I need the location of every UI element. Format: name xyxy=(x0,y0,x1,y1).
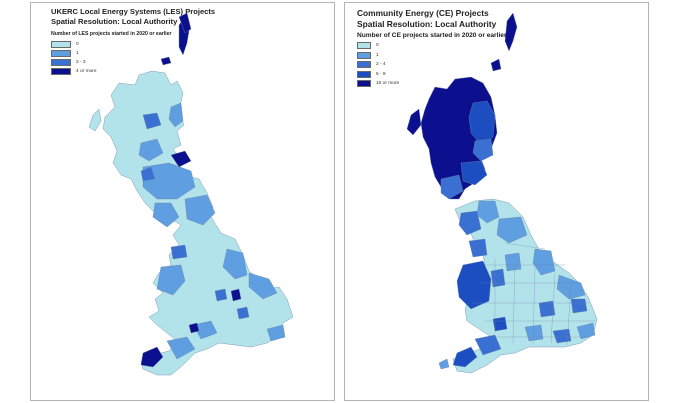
la-highland-east xyxy=(142,112,162,130)
la-perth xyxy=(138,138,164,162)
les-legend-item: 2 - 3 xyxy=(51,58,97,67)
la-shropshire-ce xyxy=(490,268,506,288)
la-oxford xyxy=(236,306,250,320)
ce-legend-item: 10 or more xyxy=(357,79,399,89)
la-wales-powys xyxy=(156,264,186,296)
ce-map-title: Community Energy (CE) Projects Spatial R… xyxy=(357,8,496,30)
ce-legend-label: 2 - 4 xyxy=(376,62,386,68)
outer-hebrides-ce xyxy=(406,108,422,136)
ce-legend: 0 1 2 - 4 5 - 9 10 or more xyxy=(357,41,399,89)
la-cumbria xyxy=(152,202,180,228)
les-legend-swatch xyxy=(51,50,71,57)
ce-legend-label: 0 xyxy=(376,43,379,49)
ce-legend-label: 10 or more xyxy=(376,81,400,87)
les-legend-item: 1 xyxy=(51,49,97,58)
la-lincolnshire-ce xyxy=(532,248,556,276)
les-map-title-line2: Spatial Resolution: Local Authority xyxy=(51,17,178,26)
la-lancashire-ce xyxy=(468,238,488,258)
la-wales-ce xyxy=(456,260,492,310)
la-cornwall-west-ce xyxy=(438,358,450,370)
les-legend-swatch xyxy=(51,68,71,75)
les-choropleth-map xyxy=(88,12,294,376)
shetland-ce xyxy=(504,12,518,52)
la-aberdeenshire xyxy=(168,102,184,128)
la-sussex-ce xyxy=(552,328,572,344)
la-orkney xyxy=(178,12,192,34)
la-derbyshire-ce xyxy=(504,252,522,272)
les-legend-swatch xyxy=(51,41,71,48)
ce-legend-item: 2 - 4 xyxy=(357,60,399,70)
la-edinburgh xyxy=(170,150,192,168)
les-legend-label: 2 - 3 xyxy=(76,60,86,65)
la-somerset xyxy=(192,320,218,340)
ce-la-boundaries xyxy=(473,242,595,346)
les-legend-item: 0 xyxy=(51,40,97,49)
la-kent-ce xyxy=(576,322,596,340)
les-legend-label: 4 or more xyxy=(76,69,97,74)
les-map-title-line1: UKERC Local Energy Systems (LES) Project… xyxy=(51,7,216,16)
ce-legend-swatch xyxy=(357,61,371,69)
la-glasgow xyxy=(140,166,156,182)
ce-legend-label: 1 xyxy=(376,52,379,58)
les-map-panel: UKERC Local Energy Systems (LES) Project… xyxy=(30,2,335,401)
la-wales-north xyxy=(170,244,188,260)
la-angus-ce xyxy=(472,138,494,162)
ce-legend-label: 5 - 9 xyxy=(376,71,386,77)
les-legend-label: 1 xyxy=(76,51,79,56)
la-devon xyxy=(166,336,196,360)
la-north-yorkshire xyxy=(184,194,216,226)
ce-choropleth-map xyxy=(406,12,598,374)
ce-map-title-line1: Community Energy (CE) Projects xyxy=(357,8,489,18)
orkney-ce xyxy=(490,58,502,72)
orkney-islands xyxy=(160,56,172,66)
ce-legend-swatch xyxy=(357,80,371,88)
outer-hebrides xyxy=(88,108,102,132)
ce-legend-swatch xyxy=(357,51,371,59)
la-cornwall-ce xyxy=(452,346,478,368)
la-cornwall xyxy=(140,346,164,368)
la-borders-ce xyxy=(460,160,488,186)
la-bristol-ce xyxy=(492,316,508,332)
la-kent xyxy=(266,324,286,342)
les-map-regions xyxy=(88,12,294,376)
les-map-title: UKERC Local Energy Systems (LES) Project… xyxy=(51,7,215,27)
la-north-yorks-ce xyxy=(496,216,528,244)
la-cumbria-ce xyxy=(458,210,482,236)
les-legend-item: 4 or more xyxy=(51,67,97,76)
la-devon-ce xyxy=(474,334,502,356)
ce-legend-swatch xyxy=(357,42,371,50)
les-legend: 0 1 2 - 3 4 or more xyxy=(51,40,97,76)
ce-legend-swatch xyxy=(357,70,371,78)
la-oxford-ce xyxy=(538,300,556,318)
la-norfolk xyxy=(248,272,278,300)
ce-legend-item: 5 - 9 xyxy=(357,70,399,80)
ce-map-panel: Community Energy (CE) Projects Spatial R… xyxy=(344,2,649,401)
les-legend-swatch xyxy=(51,59,71,66)
les-legend-label: 0 xyxy=(76,42,79,47)
les-legend-title: Number of LES projects started in 2020 o… xyxy=(51,31,172,37)
ce-map-title-line2: Spatial Resolution: Local Authority xyxy=(357,19,497,29)
la-birmingham xyxy=(214,288,228,302)
la-bristol xyxy=(188,322,200,334)
la-nottingham xyxy=(230,288,242,302)
ce-legend-item: 0 xyxy=(357,41,399,51)
ce-legend-item: 1 xyxy=(357,51,399,61)
la-suffolk-ce xyxy=(570,298,588,314)
la-dumfries-ce xyxy=(440,174,464,200)
ce-legend-title: Number of CE projects started in 2020 or… xyxy=(357,32,507,39)
ce-map-regions xyxy=(406,12,598,374)
la-southern-scotland xyxy=(142,162,196,200)
la-lincolnshire xyxy=(222,248,248,280)
